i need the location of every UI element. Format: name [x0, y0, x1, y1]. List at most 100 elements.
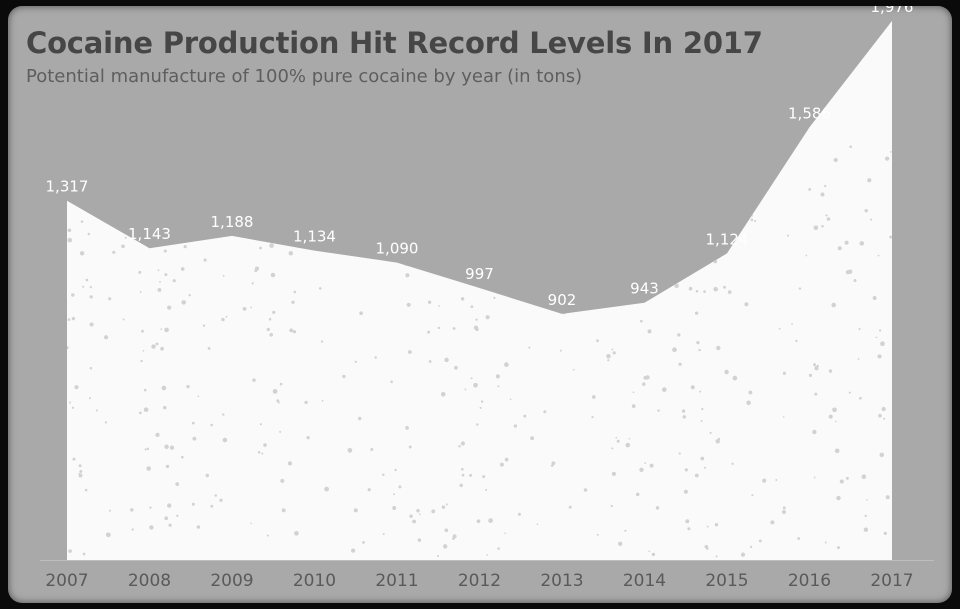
texture-dot	[460, 441, 465, 446]
texture-dot	[814, 366, 819, 371]
texture-dot	[657, 409, 660, 412]
texture-dot	[624, 256, 630, 262]
texture-dot	[770, 520, 775, 525]
texture-dot	[883, 417, 886, 420]
texture-dot	[495, 374, 500, 379]
texture-dot	[181, 300, 186, 305]
texture-dot	[183, 244, 187, 249]
texture-dot	[164, 273, 168, 277]
texture-dot	[548, 159, 553, 163]
texture-dot	[877, 254, 880, 257]
texture-dot	[277, 401, 280, 404]
texture-dot	[410, 195, 413, 199]
texture-dot	[530, 436, 535, 441]
texture-dot	[438, 305, 441, 307]
data-label: 1,976	[871, 6, 914, 16]
texture-dot	[192, 436, 197, 441]
texture-dot	[293, 290, 297, 294]
texture-dot	[269, 332, 274, 337]
texture-dot	[469, 204, 473, 208]
texture-dot	[559, 349, 562, 352]
texture-dot	[266, 165, 270, 169]
texture-dot	[121, 244, 125, 249]
texture-dot	[154, 210, 157, 213]
texture-dot	[197, 206, 201, 210]
texture-dot	[476, 423, 479, 426]
texture-dot	[651, 552, 656, 557]
texture-dot	[419, 513, 421, 516]
texture-dot	[269, 243, 274, 248]
texture-dot	[152, 151, 155, 154]
texture-dot	[616, 439, 620, 443]
texture-dot	[837, 246, 842, 251]
texture-dot	[532, 219, 537, 224]
texture-dot	[831, 302, 836, 308]
texture-dot	[666, 187, 670, 191]
texture-dot	[611, 447, 614, 450]
texture-dot	[734, 167, 739, 172]
texture-dot	[89, 322, 94, 327]
texture-dot	[261, 452, 264, 455]
texture-dot	[647, 329, 652, 334]
texture-dot	[151, 170, 157, 175]
texture-dot	[732, 375, 738, 381]
data-label: 997	[465, 265, 494, 283]
texture-dot	[644, 462, 647, 464]
texture-dot	[299, 144, 303, 148]
texture-dot	[160, 346, 164, 351]
texture-dot	[672, 254, 678, 259]
texture-dot	[476, 519, 481, 524]
texture-dot	[149, 506, 152, 509]
texture-dot	[826, 217, 831, 221]
texture-dot	[218, 168, 221, 171]
texture-dot	[452, 327, 456, 330]
texture-dot	[444, 240, 447, 243]
texture-dot	[489, 227, 494, 232]
texture-dot	[698, 348, 701, 352]
texture-dot	[374, 356, 377, 359]
texture-dot	[504, 362, 509, 367]
texture-dot	[338, 156, 341, 159]
x-tick-label: 2009	[210, 571, 253, 591]
texture-dot	[881, 406, 886, 412]
texture-dot	[409, 514, 413, 518]
texture-dot	[361, 175, 366, 181]
texture-dot	[266, 534, 269, 537]
texture-dot	[486, 554, 489, 556]
texture-dot	[263, 443, 267, 447]
texture-dot	[67, 346, 69, 350]
data-label: 1,188	[211, 213, 254, 231]
texture-dot	[501, 275, 504, 278]
x-tick-label: 2014	[623, 571, 666, 591]
texture-dot	[708, 210, 714, 216]
texture-dot	[405, 426, 409, 430]
texture-dot	[509, 398, 512, 401]
texture-dot	[548, 198, 552, 203]
texture-dot	[169, 445, 175, 450]
texture-dot	[67, 228, 72, 233]
texture-dot	[167, 305, 172, 310]
texture-dot	[203, 258, 207, 262]
texture-dot	[828, 369, 833, 373]
texture-dot	[428, 180, 434, 186]
texture-dot	[78, 473, 83, 478]
texture-dot	[367, 488, 371, 492]
texture-dot	[468, 171, 472, 174]
texture-dot	[724, 369, 729, 375]
texture-dot	[112, 250, 116, 254]
texture-dot	[164, 516, 169, 521]
texture-dot	[359, 311, 363, 316]
texture-dot	[122, 318, 125, 321]
texture-dot	[117, 156, 121, 161]
texture-dot	[175, 482, 180, 486]
texture-dot	[165, 464, 170, 469]
texture-dot	[713, 286, 718, 292]
texture-dot	[618, 541, 623, 546]
texture-dot	[316, 156, 320, 160]
texture-dot	[180, 455, 184, 459]
texture-dot	[700, 420, 703, 422]
texture-dot	[859, 396, 862, 400]
texture-dot	[287, 221, 292, 227]
texture-dot	[648, 550, 651, 553]
texture-dot	[281, 184, 285, 188]
